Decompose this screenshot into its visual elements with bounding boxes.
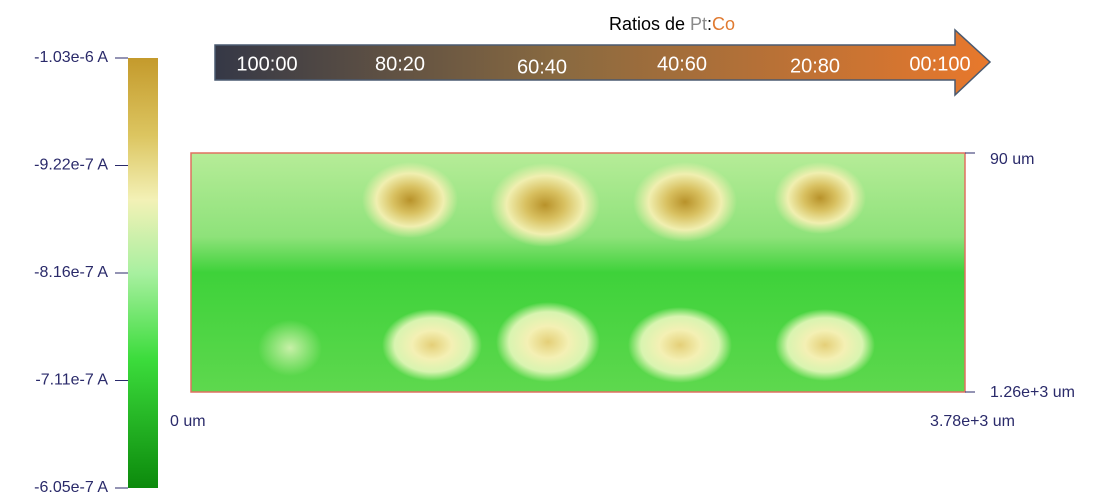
title-part: : bbox=[707, 14, 712, 34]
spot bbox=[496, 302, 600, 382]
colorbar-label: -7.11e-7 A bbox=[35, 372, 108, 389]
spot bbox=[258, 320, 322, 376]
spot bbox=[633, 162, 737, 242]
spot bbox=[362, 162, 458, 238]
spot bbox=[775, 309, 875, 381]
arrow-label: 40:60 bbox=[657, 53, 707, 75]
map-border bbox=[190, 152, 966, 393]
title-part: Co bbox=[712, 14, 735, 34]
title-part: Ratios de bbox=[609, 14, 690, 34]
arrow-label: 60:40 bbox=[517, 56, 567, 78]
arrow-label: 00:100 bbox=[909, 53, 970, 75]
spot bbox=[382, 309, 482, 381]
colorbar-labels: -1.03e-6 A -9.22e-7 A -8.16e-7 A -7.11e-7 A… bbox=[34, 49, 128, 496]
colorbar-label: -1.03e-6 A bbox=[34, 49, 108, 66]
colorbar-label: -8.16e-7 A bbox=[34, 264, 108, 281]
x-label: 0 um bbox=[170, 413, 206, 430]
y-label: 90 um bbox=[990, 151, 1034, 168]
ratio-arrow bbox=[214, 28, 992, 97]
heatmap bbox=[190, 152, 975, 393]
arrow-labels: 100:00 80:20 60:40 40:60 20:80 00:100 bbox=[236, 53, 970, 78]
colorbar-label: -6.05e-7 A bbox=[34, 479, 108, 496]
spot bbox=[774, 162, 866, 234]
arrow-label: 20:80 bbox=[790, 55, 840, 77]
spot bbox=[628, 307, 732, 383]
arrow-label: 80:20 bbox=[375, 53, 425, 75]
arrow-label: 100:00 bbox=[236, 53, 297, 75]
title: Ratios de Pt:Co bbox=[609, 14, 735, 34]
colorbar-label: -9.22e-7 A bbox=[34, 157, 108, 174]
spot bbox=[490, 163, 600, 247]
x-label: 3.78e+3 um bbox=[930, 413, 1015, 430]
colorbar bbox=[128, 58, 158, 488]
title-part: Pt bbox=[690, 14, 707, 34]
y-label: 1.26e+3 um bbox=[990, 384, 1075, 401]
